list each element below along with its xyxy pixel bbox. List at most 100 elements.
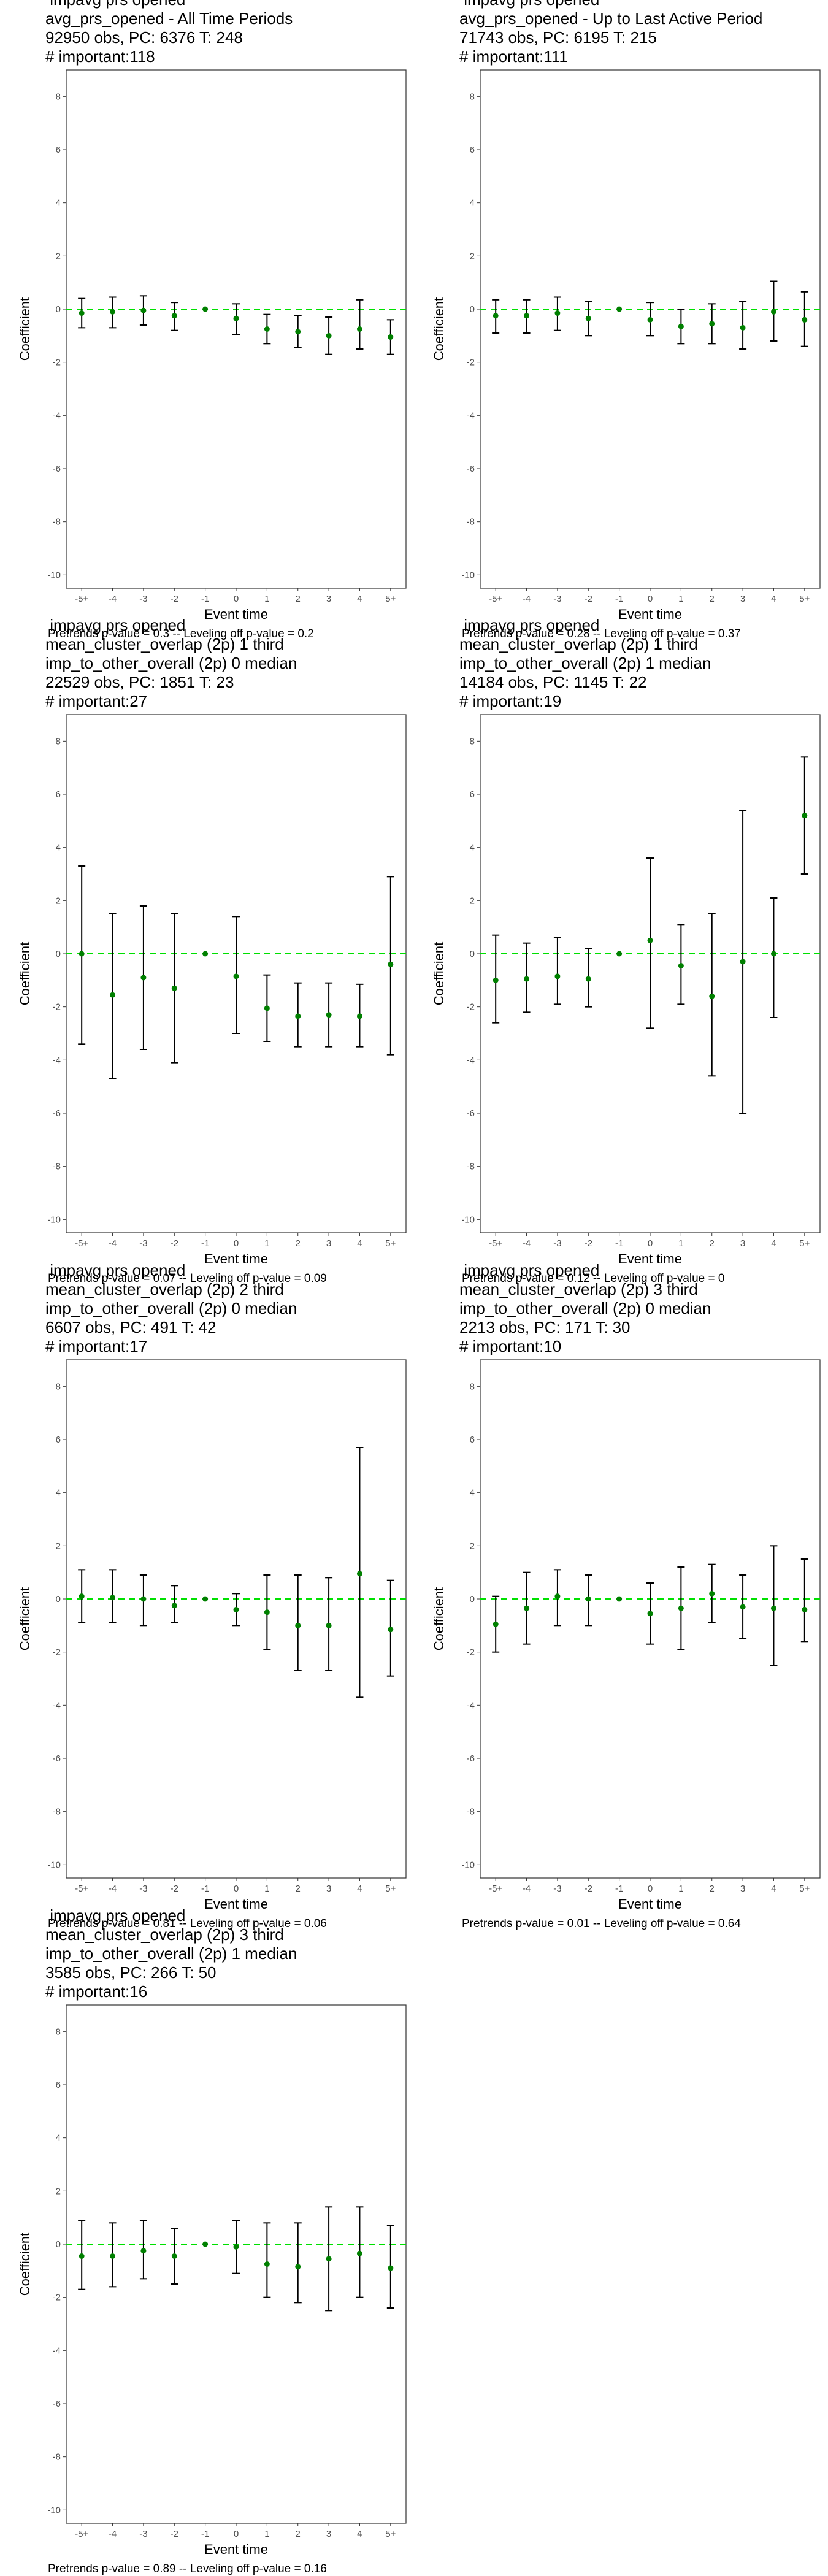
coefficient-point — [740, 324, 746, 331]
y-tick-label: 8 — [470, 1381, 475, 1392]
coefficient-point — [233, 973, 239, 979]
y-axis-label: Coefficient — [17, 942, 33, 1006]
x-axis-label: Event time — [618, 607, 682, 622]
y-tick-label: -10 — [461, 1860, 475, 1870]
panel-6-title-line-1: impavg prs opened — [459, 1261, 600, 1279]
coefficient-point — [326, 2256, 332, 2262]
panel-4-title-line-2: mean_cluster_overlap (2p) 1 third — [459, 635, 698, 653]
x-tick-label: 3 — [740, 1884, 745, 1894]
coefficient-point — [140, 2248, 147, 2254]
panel-5-title-line-2: mean_cluster_overlap (2p) 2 third — [45, 1280, 284, 1298]
coefficient-point — [493, 1621, 499, 1627]
x-tick-label: 5+ — [799, 1884, 810, 1894]
y-axis-label: Coefficient — [17, 1587, 33, 1651]
panel-6-footnote: Pretrends p-value = 0.01 -- Leveling off… — [462, 1917, 741, 1930]
coefficient-point — [554, 310, 561, 316]
y-axis-label: Coefficient — [431, 1587, 447, 1651]
x-tick-label: -3 — [139, 1884, 147, 1894]
x-tick-label: 3 — [326, 594, 331, 604]
x-tick-label: -4 — [109, 1238, 117, 1249]
coefficient-point — [388, 334, 394, 340]
x-tick-label: -5+ — [75, 2529, 88, 2539]
panel-2-footnote: Pretrends p-value = 0.28 -- Leveling off… — [462, 627, 741, 640]
y-tick-label: -8 — [467, 1807, 475, 1817]
y-tick-label: 8 — [56, 736, 61, 746]
x-tick-label: 3 — [326, 1238, 331, 1249]
y-tick-label: -2 — [53, 1002, 61, 1013]
panel-7-title-line-4: 3585 obs, PC: 266 T: 50 — [45, 1963, 217, 1982]
x-tick-label: -1 — [201, 2529, 209, 2539]
coefficient-point — [524, 313, 530, 319]
x-tick-label: 5+ — [799, 1238, 810, 1249]
y-tick-label: 4 — [470, 843, 475, 853]
x-tick-label: -1 — [201, 1238, 209, 1249]
x-tick-label: -2 — [171, 1884, 178, 1894]
panel-2-title-line-4: # important:111 — [459, 47, 568, 66]
coefficient-point — [585, 1596, 591, 1602]
x-tick-label: 1 — [678, 1884, 683, 1894]
coefficient-point — [740, 1604, 746, 1610]
y-tick-label: -10 — [47, 1860, 61, 1870]
x-tick-label: -3 — [139, 1238, 147, 1249]
y-tick-label: 6 — [56, 2080, 61, 2090]
coefficient-point — [678, 323, 684, 329]
x-tick-label: -3 — [553, 1884, 561, 1894]
x-tick-label: -2 — [585, 1884, 592, 1894]
y-tick-label: -10 — [461, 570, 475, 580]
coefficient-point — [388, 961, 394, 967]
coefficient-point — [616, 951, 623, 957]
x-tick-label: 5+ — [385, 594, 396, 604]
panel-3-title-line-4: 22529 obs, PC: 1851 T: 23 — [45, 673, 234, 691]
y-tick-label: 2 — [56, 251, 61, 261]
coefficient-point — [802, 1606, 808, 1612]
coefficient-point — [770, 309, 776, 315]
coefficient-point — [647, 937, 653, 943]
panel-7-title-line-3: imp_to_other_overall (2p) 1 median — [45, 1944, 297, 1963]
x-tick-label: -2 — [171, 1238, 178, 1249]
y-tick-label: 8 — [56, 91, 61, 102]
coefficient-point — [388, 2265, 394, 2271]
coefficient-point — [585, 315, 591, 321]
coefficient-point — [554, 973, 561, 979]
x-tick-label: -4 — [109, 2529, 117, 2539]
y-tick-label: 8 — [56, 2026, 61, 2037]
y-tick-label: -8 — [467, 1162, 475, 1172]
panel-4-title-line-5: # important:19 — [459, 692, 562, 710]
x-tick-label: 3 — [326, 1884, 331, 1894]
panel-6-title-line-4: 2213 obs, PC: 171 T: 30 — [459, 1318, 631, 1336]
y-tick-label: -4 — [467, 1055, 475, 1065]
y-tick-label: -2 — [53, 358, 61, 368]
x-axis-label: Event time — [204, 1251, 268, 1267]
panel-4-title-line-3: imp_to_other_overall (2p) 1 median — [459, 654, 711, 672]
panel-3-footnote: Pretrends p-value = 0.07 -- Leveling off… — [48, 1272, 327, 1285]
x-tick-label: 1 — [264, 1238, 269, 1249]
coefficient-point — [356, 1013, 362, 1019]
x-tick-label: -1 — [201, 1884, 209, 1894]
coefficient-point — [295, 1013, 301, 1019]
x-tick-label: 2 — [710, 1884, 715, 1894]
coefficient-point — [802, 316, 808, 323]
panel-1-title-line-3: 92950 obs, PC: 6376 T: 248 — [45, 28, 243, 47]
y-tick-label: -4 — [467, 1700, 475, 1711]
x-axis-label: Event time — [204, 2542, 268, 2557]
coefficient-point — [295, 1622, 301, 1628]
x-tick-label: 5+ — [385, 2529, 396, 2539]
x-tick-label: -5+ — [75, 594, 88, 604]
x-tick-label: 0 — [234, 2529, 239, 2539]
y-tick-label: -6 — [53, 2399, 61, 2409]
panel-6-title-line-3: imp_to_other_overall (2p) 0 median — [459, 1299, 711, 1317]
x-tick-label: 0 — [234, 1238, 239, 1249]
x-tick-label: 4 — [357, 1238, 362, 1249]
coefficient-point — [110, 992, 116, 998]
coefficient-point — [554, 1593, 561, 1600]
y-tick-label: -2 — [53, 2293, 61, 2303]
y-tick-label: 6 — [56, 1435, 61, 1445]
x-tick-label: 4 — [771, 1238, 776, 1249]
x-tick-label: 2 — [296, 2529, 301, 2539]
y-tick-label: -10 — [47, 1214, 61, 1225]
y-tick-label: 0 — [470, 1594, 475, 1604]
y-tick-label: -6 — [467, 1754, 475, 1764]
